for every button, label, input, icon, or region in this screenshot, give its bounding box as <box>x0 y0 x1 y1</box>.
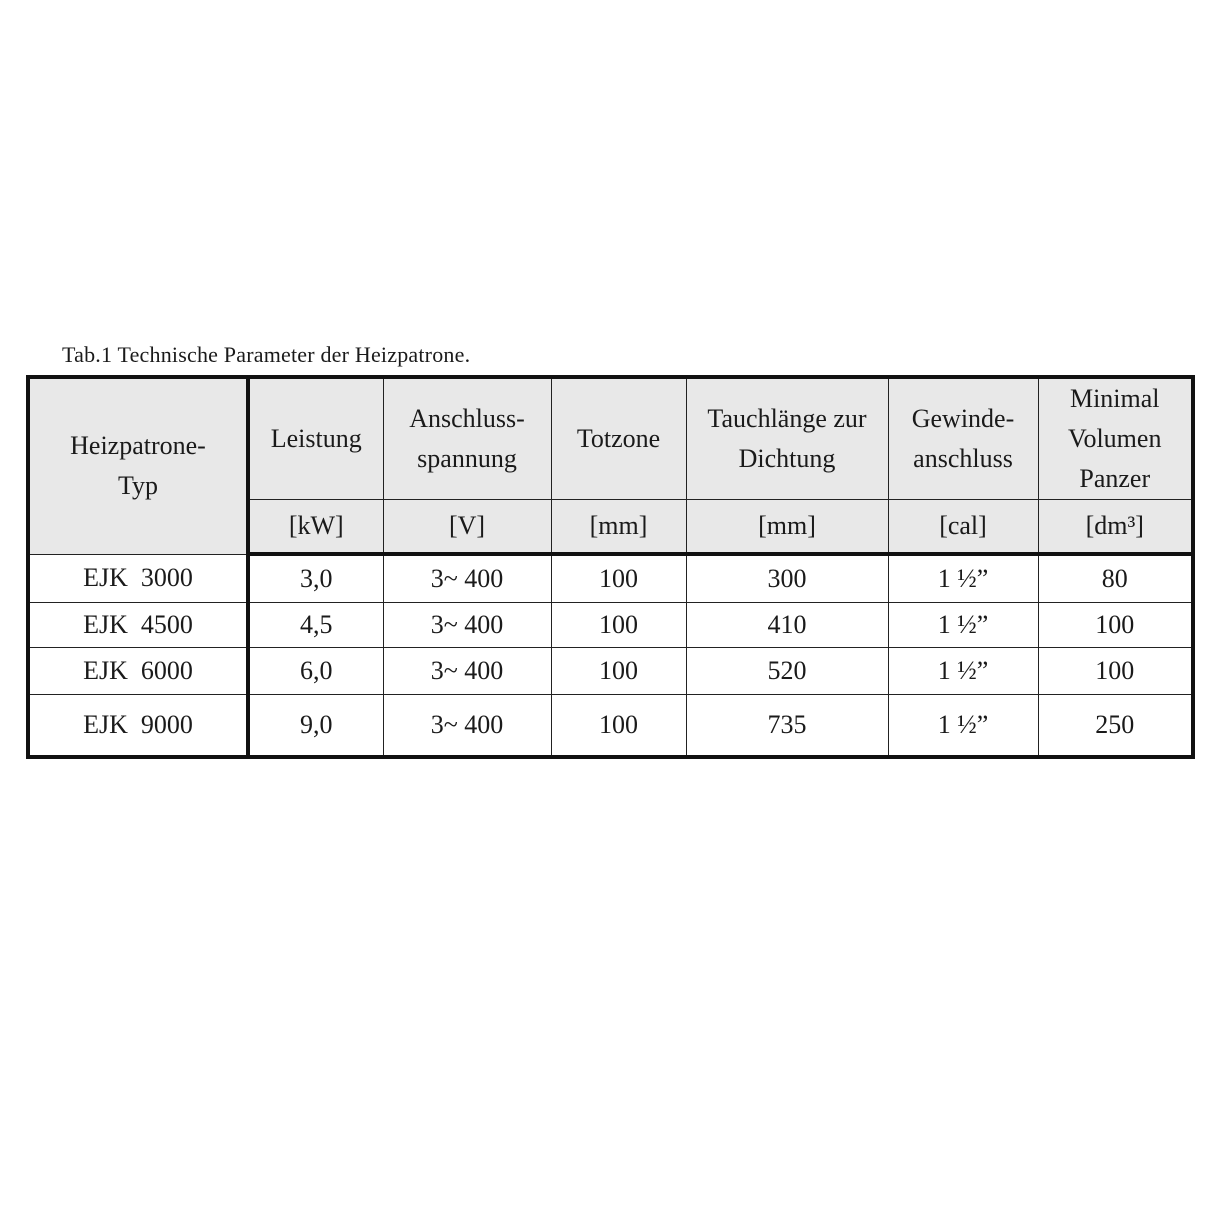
cell-dead-zone: 100 <box>550 647 687 695</box>
table-row: EJK 9000 9,0 3~ 400 100 735 1 ½” 250 <box>27 694 1194 758</box>
cell-power: 4,5 <box>247 602 384 648</box>
header-line: Dichtung <box>738 444 836 473</box>
header-line: Tauchlänge zur <box>707 404 867 433</box>
cell-power: 6,0 <box>247 647 384 695</box>
header-line: Gewinde- <box>911 404 1015 433</box>
header-line: Anschluss- <box>409 404 525 433</box>
unit-dead-zone: [mm] <box>550 499 687 556</box>
cell-voltage: 3~ 400 <box>382 602 552 648</box>
unit-row: [kW] [V] [mm] [mm] [cal] [dm³] <box>28 499 1194 556</box>
header-power: Leistung <box>247 376 384 500</box>
cell-type: EJK 4500 <box>27 602 250 648</box>
header-line: spannung <box>417 444 517 473</box>
cell-thread: 1 ½” <box>887 694 1039 758</box>
header-line: Heizpatrone- <box>70 431 206 461</box>
header-line: Minimal <box>1069 384 1160 413</box>
header-thread: Gewinde-anschluss <box>887 376 1039 500</box>
header-dead-zone: Totzone <box>550 376 687 500</box>
cell-thread: 1 ½” <box>887 602 1039 648</box>
header-line: Totzone <box>576 424 661 453</box>
header-immersion-length: Tauchlänge zur Dichtung <box>685 376 889 500</box>
cell-min-volume: 100 <box>1037 647 1194 695</box>
cell-type: EJK 3000 <box>27 553 250 603</box>
cell-immersion-length: 410 <box>685 602 889 648</box>
cell-immersion-length: 735 <box>685 694 889 758</box>
unit-immersion-length: [mm] <box>685 499 889 556</box>
cell-power: 3,0 <box>247 553 384 603</box>
header-row: Heizpatrone- Typ Leistung Anschluss-spannun… <box>27 376 1194 555</box>
cell-dead-zone: 100 <box>550 553 687 603</box>
header-voltage: Anschluss-spannung <box>382 376 552 500</box>
table-row: EJK 3000 3,0 3~ 400 100 300 1 ½” 80 <box>27 553 1194 603</box>
cell-min-volume: 250 <box>1037 694 1194 758</box>
cell-voltage: 3~ 400 <box>382 647 552 695</box>
header-line: Typ <box>117 471 159 501</box>
cell-dead-zone: 100 <box>550 602 687 648</box>
table-caption: Tab.1 Technische Parameter der Heizpatro… <box>62 342 471 367</box>
header-type: Heizpatrone- Typ <box>27 376 250 555</box>
header-line: anschluss <box>913 444 1013 473</box>
header-line: Panzer <box>1079 464 1151 493</box>
header-min-volume: Minimal Volumen Panzer <box>1037 376 1194 500</box>
cell-immersion-length: 520 <box>685 647 889 695</box>
technical-parameters-table: Heizpatrone- Typ Leistung Anschluss-spannun… <box>26 375 1195 759</box>
cell-dead-zone: 100 <box>550 694 687 758</box>
cell-power: 9,0 <box>247 694 384 758</box>
cell-voltage: 3~ 400 <box>382 694 552 758</box>
cell-min-volume: 80 <box>1037 553 1194 603</box>
unit-power: [kW] <box>247 499 384 556</box>
unit-thread: [cal] <box>887 499 1039 556</box>
cell-immersion-length: 300 <box>685 553 889 603</box>
cell-type: EJK 6000 <box>27 647 250 695</box>
table-row: EJK 6000 6,0 3~ 400 100 520 1 ½” 100 <box>27 647 1194 695</box>
cell-min-volume: 100 <box>1037 602 1194 648</box>
table-row: EJK 4500 4,5 3~ 400 100 410 1 ½” 100 <box>27 602 1194 648</box>
cell-type: EJK 9000 <box>27 694 250 758</box>
cell-voltage: 3~ 400 <box>382 553 552 603</box>
unit-min-volume: [dm³] <box>1037 499 1194 556</box>
header-line: Leistung <box>270 424 362 453</box>
cell-thread: 1 ½” <box>887 647 1039 695</box>
unit-voltage: [V] <box>382 499 552 556</box>
header-line: Volumen <box>1068 424 1162 453</box>
cell-thread: 1 ½” <box>887 553 1039 603</box>
